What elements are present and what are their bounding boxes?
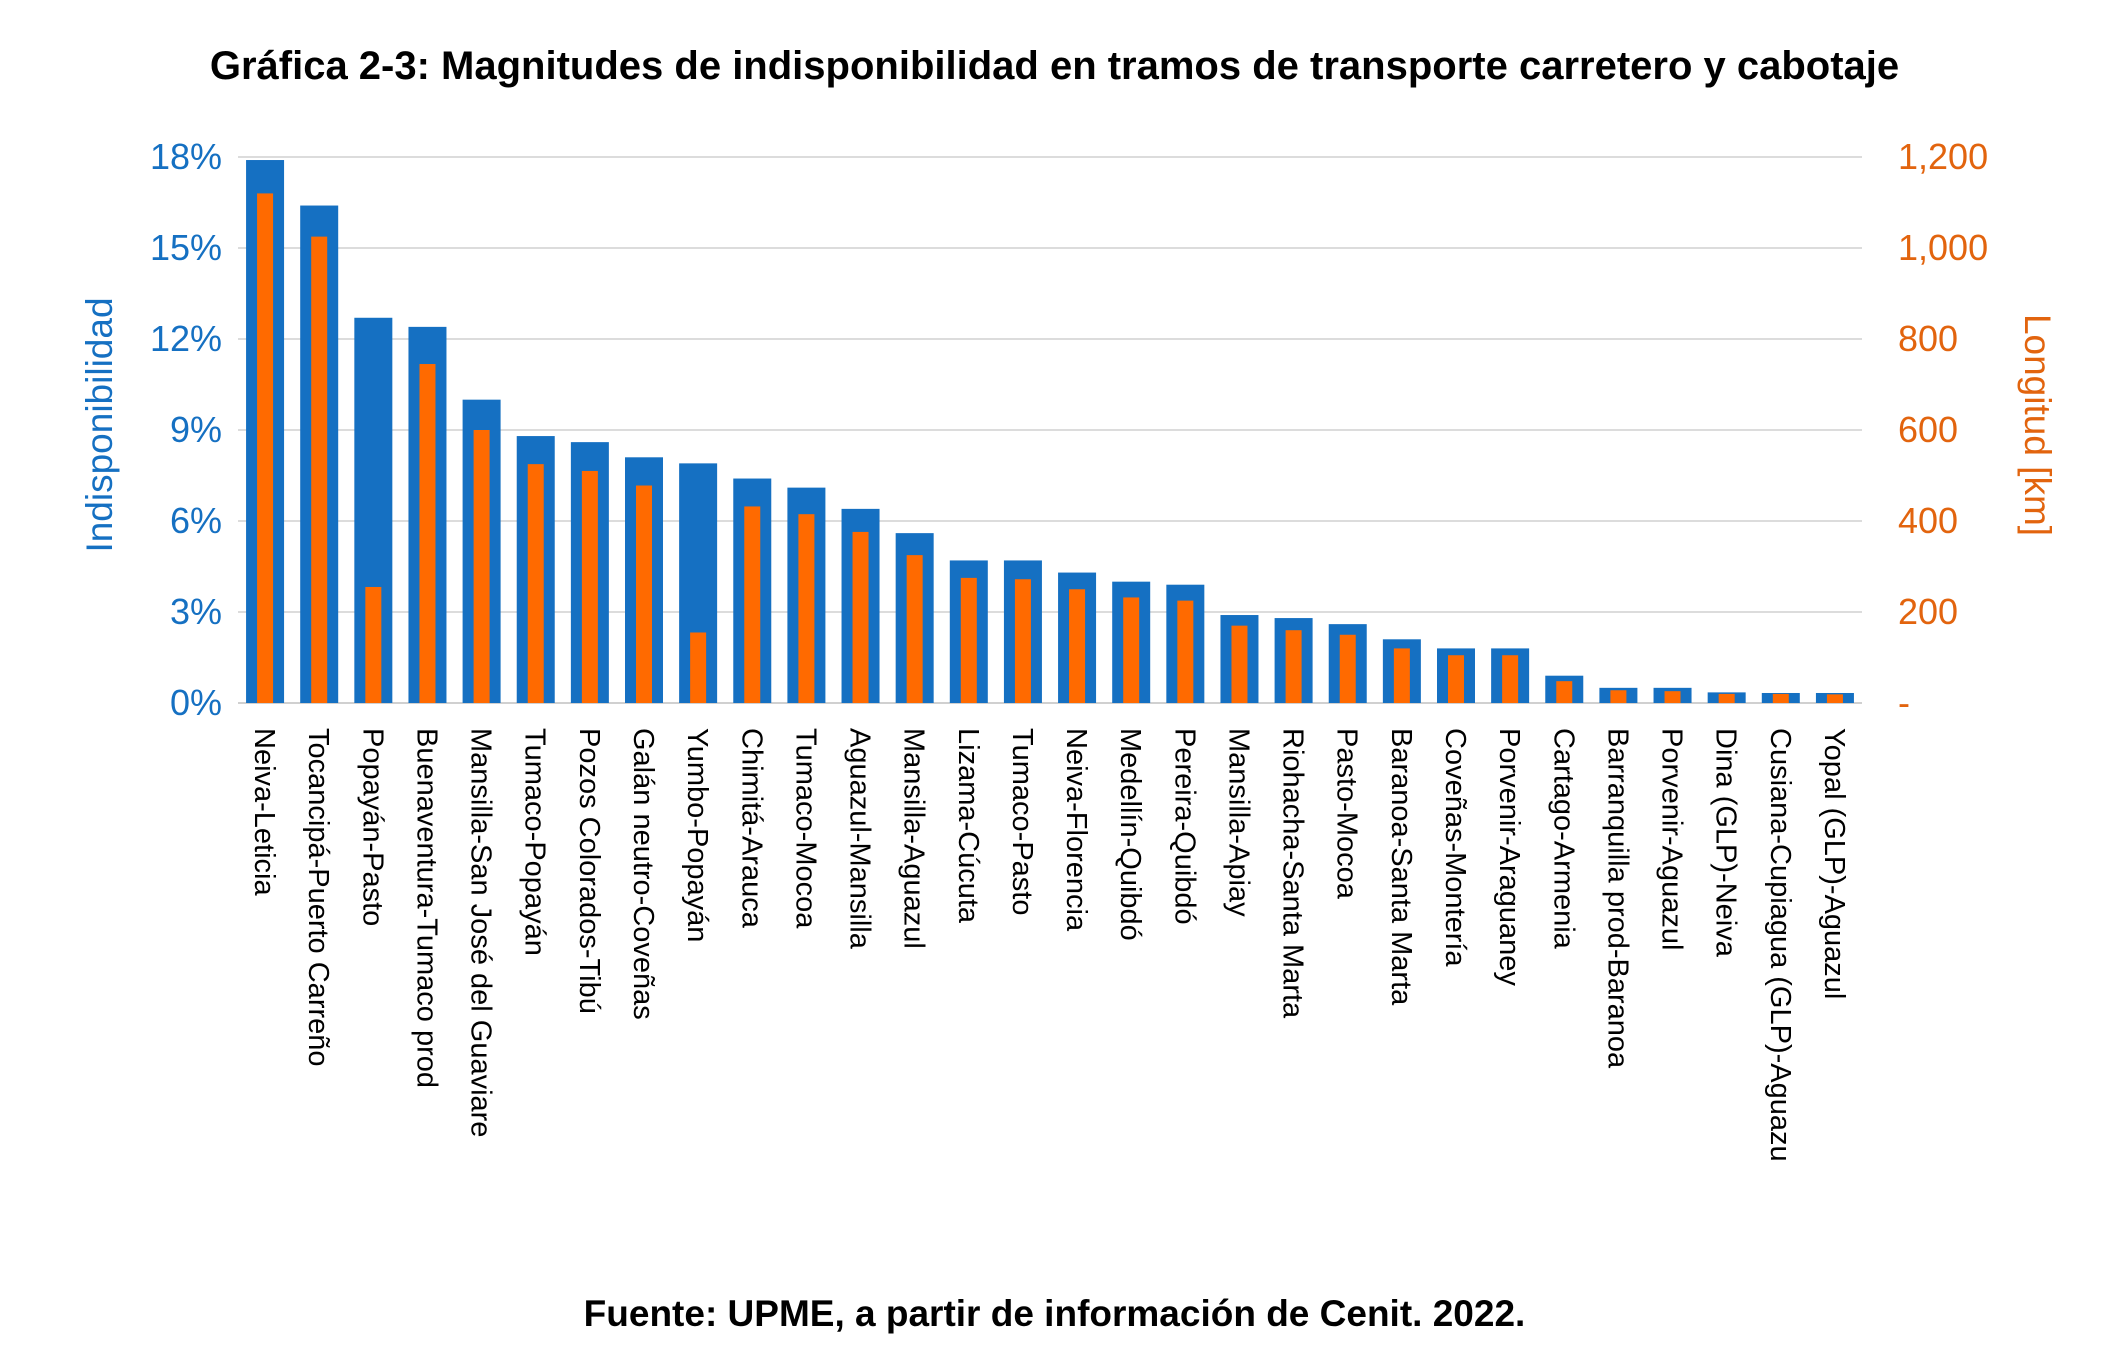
chart-title: Gráfica 2-3: Magnitudes de indisponibili… [209, 44, 1900, 88]
bar-length [1177, 600, 1194, 703]
bar-length [852, 531, 869, 703]
category-label: Tumaco-Pasto [1006, 728, 1038, 916]
category-label: Buenaventura-Tumaco prod [410, 728, 442, 1088]
bar-length [257, 193, 274, 703]
category-label: Cartago-Armenia [1547, 728, 1579, 950]
category-label: Medellín-Quibdó [1114, 728, 1146, 941]
y-axis-right-ticks: - 200 400 600 800 1,000 1,200 [1898, 136, 1988, 723]
bar-length [960, 577, 977, 703]
bar-length [311, 236, 328, 703]
category-label: Yumbo-Popayán [681, 728, 713, 942]
y-axis-right-title: Longitud [km] [2017, 314, 2058, 536]
bar-length [527, 464, 544, 703]
bar-length [1772, 693, 1789, 703]
bar-length [1664, 691, 1681, 703]
bar-length [1339, 634, 1356, 703]
y-tick-label-left: 15% [150, 227, 222, 268]
bar-length [1610, 690, 1627, 703]
y-axis-left-title: Indisponibilidad [79, 297, 120, 552]
bar-length [1502, 655, 1519, 703]
bar-length [419, 364, 436, 703]
y-tick-label-right: 400 [1898, 500, 1958, 541]
bar-length [1123, 597, 1140, 703]
category-label: Coveñas-Montería [1439, 728, 1471, 967]
category-label: Baranoa-Santa Marta [1385, 728, 1417, 1006]
y-tick-label-left: 6% [170, 500, 222, 541]
bar-length [1448, 655, 1464, 703]
y-tick-label-right: 600 [1898, 409, 1958, 450]
bar-length [1718, 693, 1735, 703]
bar-length [1069, 589, 1086, 703]
bar-length [798, 514, 815, 703]
bar-length [1014, 579, 1031, 703]
y-tick-label-left: 18% [150, 136, 222, 177]
bar-length [1826, 694, 1843, 703]
category-label: Pereira-Quibdó [1168, 728, 1200, 925]
y-tick-label-left: 9% [170, 409, 222, 450]
y-tick-label-right: 1,200 [1898, 136, 1988, 177]
bars [246, 160, 1854, 704]
category-label: Neiva-Leticia [248, 728, 280, 896]
bar-length [1231, 625, 1248, 703]
y-tick-label-left: 0% [170, 682, 222, 723]
category-label: Popayán-Pasto [356, 728, 388, 926]
category-label: Aguazul-Mansilla [844, 728, 876, 950]
category-label: Mansilla-Aguazul [898, 728, 930, 949]
category-label: Mansilla-Apiay [1222, 728, 1254, 917]
bar-length [581, 470, 598, 703]
bar-length [473, 430, 490, 703]
category-label: Yopal (GLP)-Aguazul [1818, 728, 1850, 999]
category-label: Riohacha-Santa Marta [1277, 728, 1309, 1019]
y-tick-label-left: 12% [150, 318, 222, 359]
bar-length [690, 632, 707, 703]
category-label: Tumaco-Mocoa [789, 728, 821, 929]
bar-length [1285, 630, 1302, 703]
y-tick-label-right: 800 [1898, 318, 1958, 359]
chart-source: Fuente: UPME, a partir de información de… [583, 1293, 1526, 1334]
y-tick-label-left: 3% [170, 591, 222, 632]
gridlines [238, 156, 1862, 704]
y-tick-label-right: - [1898, 682, 1910, 723]
category-label: Pasto-Mocoa [1331, 728, 1363, 900]
category-labels: Neiva-Leticia Tocancipá-Puerto Carreño Pop… [248, 728, 1850, 1162]
y-axis-left-ticks: 0% 3% 6% 9% 12% 15% 18% [150, 136, 222, 723]
category-label: Tumaco-Popayán [519, 728, 551, 956]
bar-length [365, 586, 382, 703]
bar-length [906, 555, 923, 703]
category-label: Galán neutro-Coveñas [627, 728, 659, 1020]
category-label: Tocancipá-Puerto Carreño [302, 728, 334, 1067]
y-tick-label-right: 200 [1898, 591, 1958, 632]
bar-length [744, 506, 761, 703]
category-label: Lizama-Cúcuta [952, 728, 984, 924]
bar-length [636, 485, 652, 703]
category-label: Cusiana-Cupiagua (GLP)-Aguazu [1764, 728, 1796, 1162]
category-label: Mansilla-San José del Guaviare [465, 728, 497, 1137]
y-tick-label-right: 1,000 [1898, 227, 1988, 268]
bar-length [1393, 648, 1410, 703]
category-label: Porvenir-Araguaney [1493, 728, 1525, 986]
category-label: Chimitá-Arauca [735, 728, 767, 929]
category-label: Dina (GLP)-Neiva [1710, 728, 1742, 958]
category-label: Neiva-Florencia [1060, 728, 1092, 932]
category-label: Pozos Colorados-Tibú [573, 728, 605, 1014]
category-label: Barranquilla prod-Baranoa [1601, 728, 1633, 1069]
category-label: Porvenir-Aguazul [1656, 728, 1688, 950]
bar-length [1556, 681, 1573, 703]
